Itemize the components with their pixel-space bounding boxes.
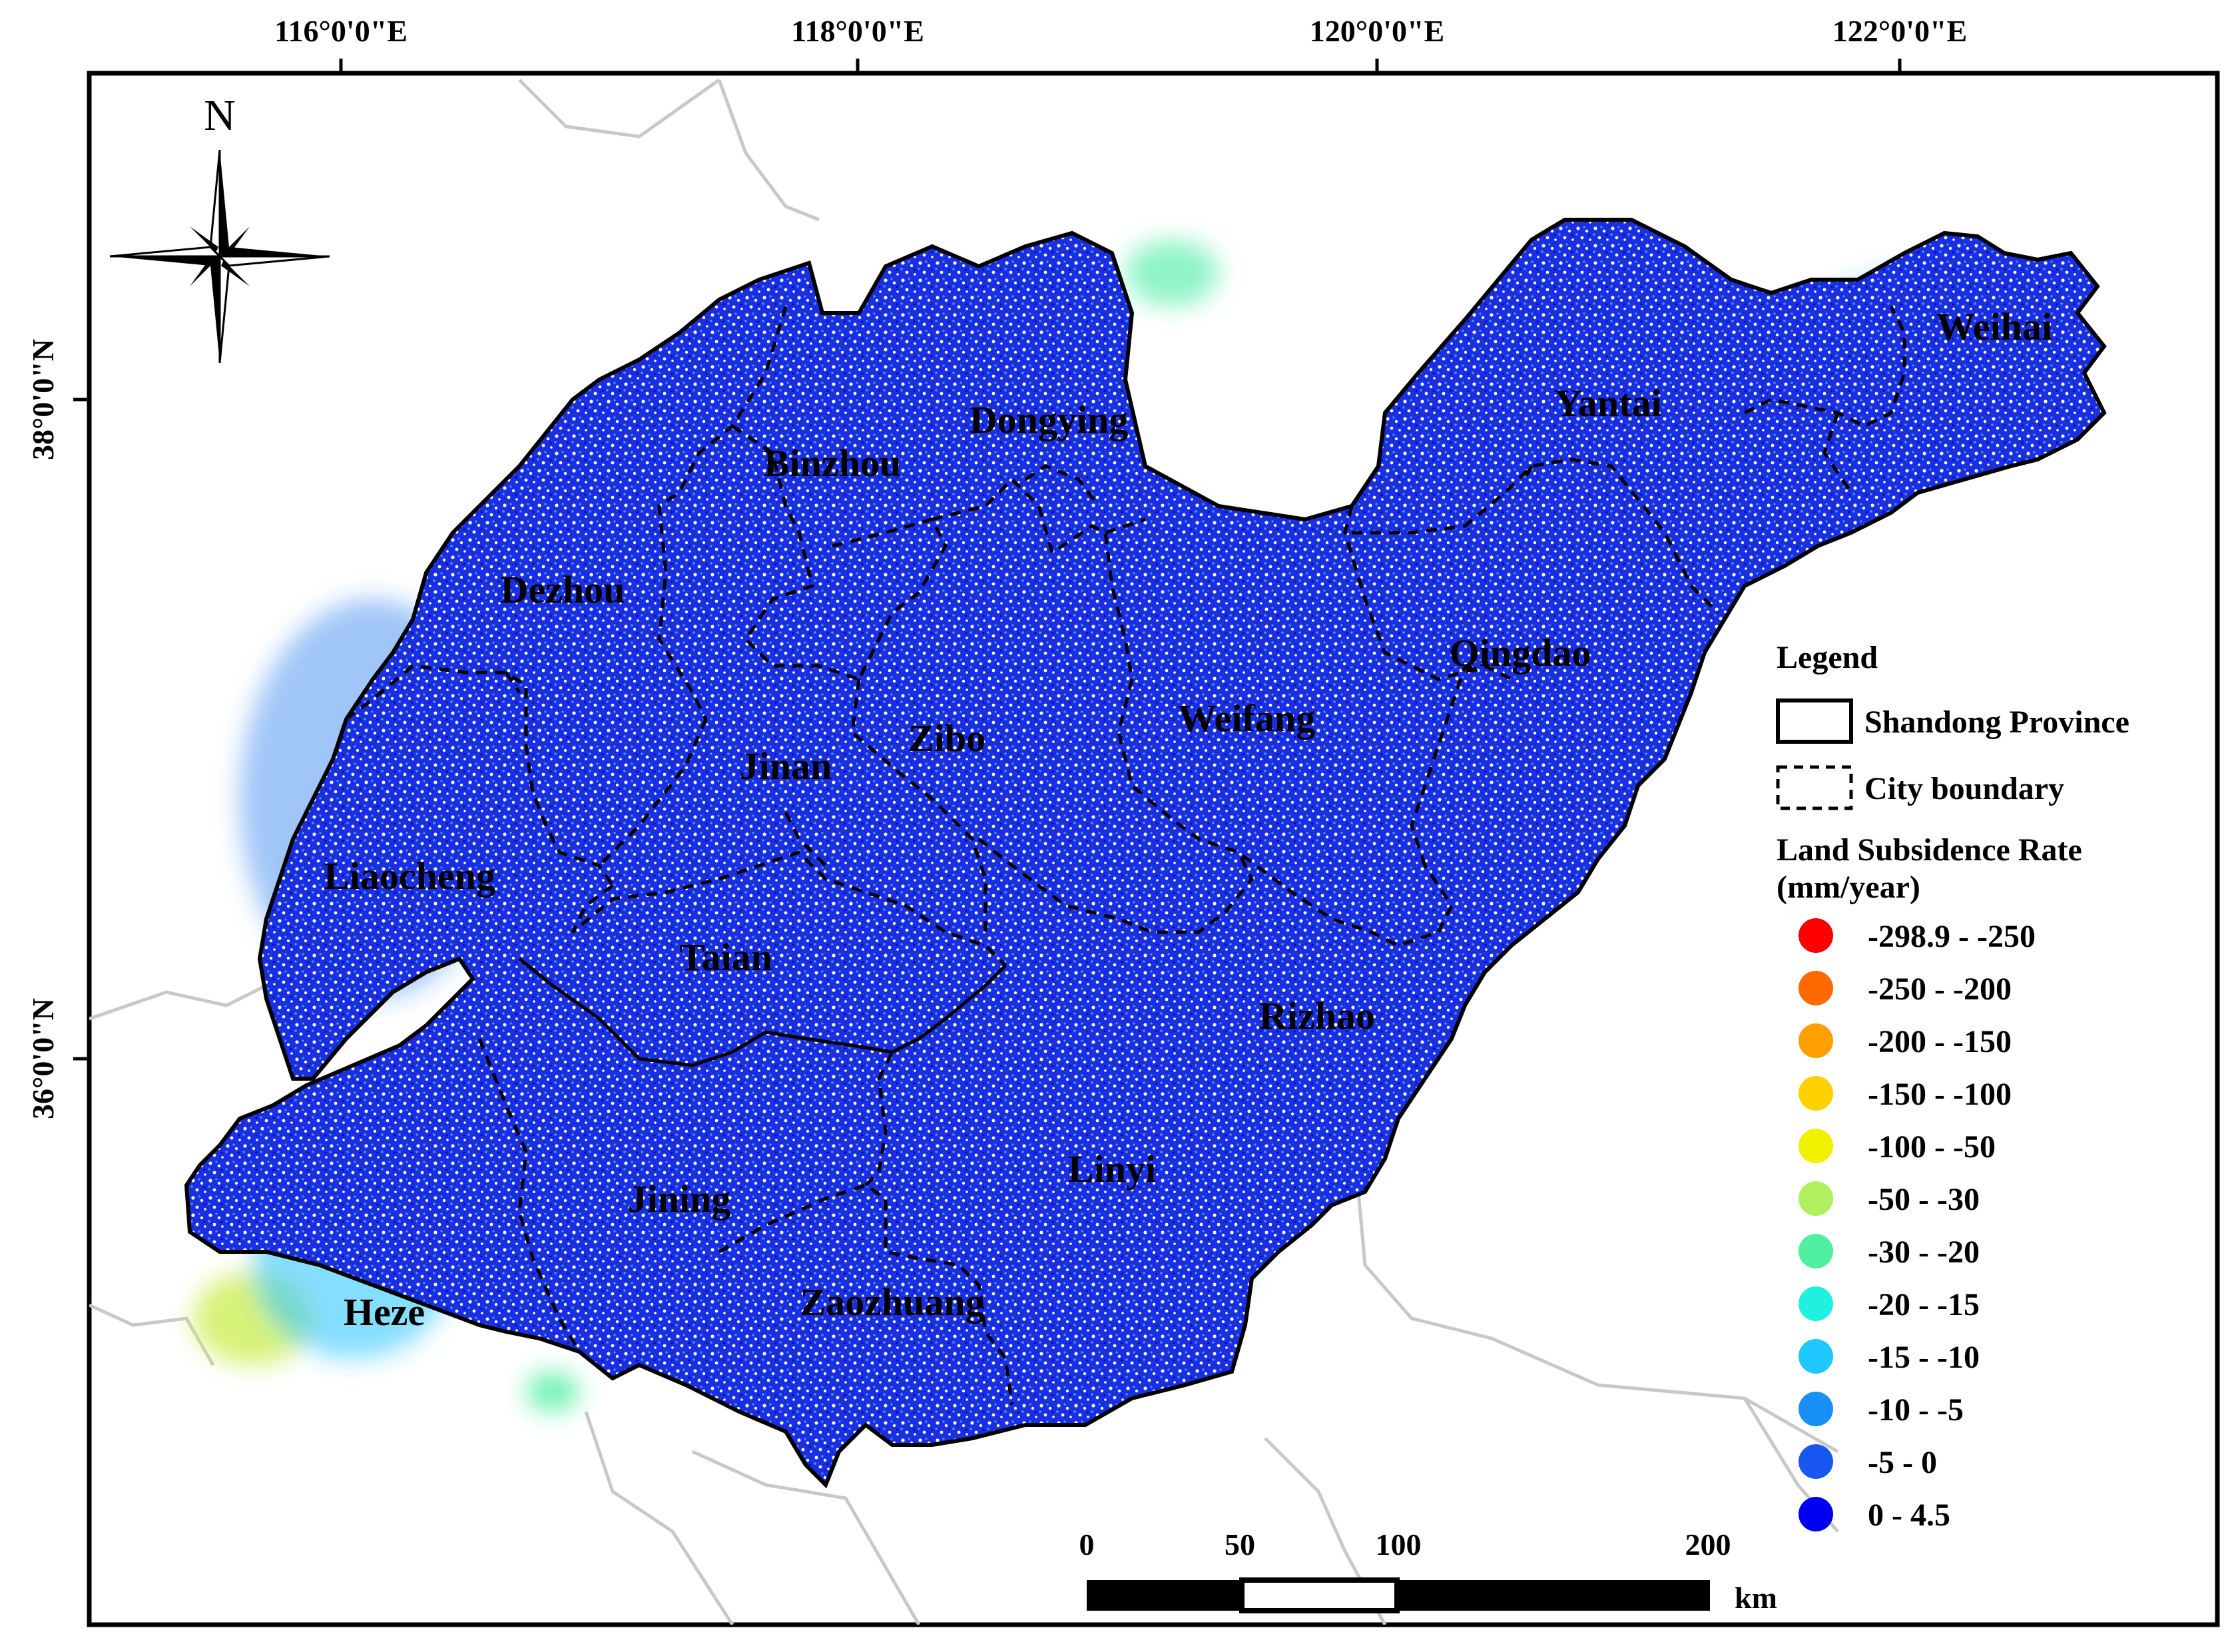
legend-class-label-5: -50 - -30 — [1868, 1182, 1980, 1217]
legend-class-swatch-1 — [1799, 971, 1833, 1005]
lon-label-122: 122°0'0"E — [1832, 14, 1967, 48]
scale-tick-50: 50 — [1225, 1527, 1255, 1561]
city-label-weifang: Weifang — [1178, 696, 1315, 740]
legend-class-label-0: -298.9 - -250 — [1868, 919, 2036, 954]
city-label-zaozhuang: Zaozhuang — [800, 1280, 984, 1324]
legend-province-swatch — [1776, 698, 1853, 744]
legend-class-label-10: -5 - 0 — [1868, 1445, 1937, 1480]
graticule-left: 38°0'0"N 36°0'0"N — [26, 339, 89, 1119]
legend: Legend Shandong Province City boundary L… — [1776, 640, 2129, 1533]
north-label: N — [204, 91, 236, 140]
legend-province-label: Shandong Province — [1864, 704, 2129, 740]
legend-rate-title-2: (mm/year) — [1777, 870, 1920, 905]
lat-label-36: 36°0'0"N — [26, 998, 60, 1119]
city-label-weihai: Weihai — [1936, 305, 2052, 348]
legend-class-label-9: -10 - -5 — [1868, 1392, 1964, 1428]
lat-label-38: 38°0'0"N — [26, 339, 60, 460]
scale-tick-0: 0 — [1079, 1527, 1095, 1561]
scale-unit: km — [1735, 1581, 1777, 1615]
graticule-top: 116°0'0"E 118°0'0"E 120°0'0"E 122°0'0"E — [274, 14, 1967, 73]
city-label-zibo: Zibo — [908, 716, 985, 760]
city-labels: Dongying Binzhou Yantai Weihai Dezhou Qi… — [324, 305, 2052, 1334]
legend-class-swatch-2 — [1799, 1023, 1833, 1058]
legend-city-boundary-label: City boundary — [1864, 771, 2064, 806]
lon-label-118: 118°0'0"E — [791, 14, 924, 48]
scale-segment-2 — [1239, 1577, 1400, 1613]
city-label-heze: Heze — [344, 1290, 425, 1334]
city-label-binzhou: Binzhou — [764, 441, 901, 485]
legend-class-label-4: -100 - -50 — [1868, 1129, 1996, 1165]
legend-class-swatch-11 — [1799, 1497, 1833, 1531]
city-label-rizhao: Rizhao — [1259, 994, 1375, 1037]
scale-tick-100: 100 — [1376, 1527, 1422, 1561]
legend-class-label-6: -30 - -20 — [1868, 1235, 1980, 1270]
legend-class-swatch-6 — [1799, 1234, 1833, 1268]
legend-class-swatch-0 — [1799, 918, 1833, 953]
city-label-linyi: Linyi — [1068, 1147, 1156, 1191]
city-label-liaocheng: Liaocheng — [324, 854, 495, 898]
legend-class-swatch-9 — [1799, 1392, 1833, 1426]
city-label-taian: Taian — [679, 936, 772, 979]
city-label-qingdao: Qingdao — [1450, 631, 1591, 675]
lon-label-116: 116°0'0"E — [274, 14, 408, 48]
legend-class-label-8: -15 - -10 — [1868, 1340, 1980, 1375]
legend-class-label-2: -200 - -150 — [1868, 1024, 2012, 1059]
legend-city-boundary-swatch — [1776, 765, 1853, 810]
legend-class-swatch-8 — [1799, 1339, 1833, 1374]
scale-segment-3 — [1397, 1580, 1710, 1611]
legend-title: Legend — [1777, 640, 1878, 675]
legend-rate-title-1: Land Subsidence Rate — [1777, 832, 2082, 868]
scale-segment-1 — [1087, 1580, 1242, 1611]
scale-bar: 0 50 100 200 km — [1079, 1527, 1777, 1615]
city-label-jining: Jining — [628, 1177, 731, 1221]
legend-class-swatch-7 — [1799, 1286, 1833, 1321]
city-label-dongying: Dongying — [970, 398, 1129, 441]
scale-tick-200: 200 — [1685, 1527, 1731, 1561]
legend-class-label-7: -20 - -15 — [1868, 1287, 1980, 1322]
city-label-yantai: Yantai — [1554, 382, 1661, 425]
legend-class-label-11: 0 - 4.5 — [1868, 1498, 1950, 1533]
city-label-dezhou: Dezhou — [501, 568, 625, 611]
city-label-jinan: Jinan — [740, 744, 832, 788]
city-boundaries — [345, 305, 1906, 1406]
north-arrow-icon: N — [109, 91, 330, 364]
lon-label-120: 120°0'0"E — [1310, 14, 1444, 48]
legend-class-label-1: -250 - -200 — [1868, 971, 2012, 1007]
legend-class-swatch-3 — [1799, 1076, 1833, 1111]
legend-class-swatch-5 — [1799, 1181, 1833, 1216]
legend-class-swatch-4 — [1799, 1129, 1833, 1163]
legend-class-label-3: -150 - -100 — [1868, 1077, 2012, 1112]
legend-class-swatch-10 — [1799, 1444, 1833, 1479]
